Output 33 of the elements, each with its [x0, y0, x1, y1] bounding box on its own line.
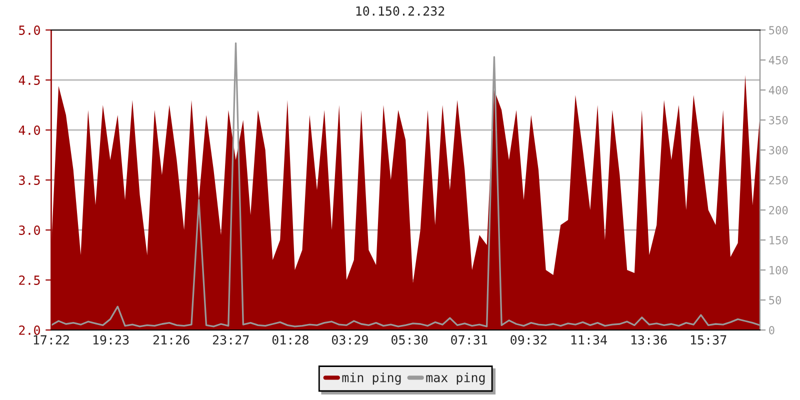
x-tick-label: 15:37 — [691, 335, 726, 345]
y2-tick-label: 500 — [769, 26, 788, 34]
x-tick-label: 05:30 — [392, 335, 428, 345]
y-tick-label: 2.5 — [19, 276, 40, 285]
chart-title: 10.150.2.232 — [356, 6, 444, 16]
y-tick-label: 4.0 — [18, 126, 40, 135]
x-tick-label: 09:32 — [510, 335, 546, 345]
y2-tick-label: 50 — [769, 296, 781, 304]
y2-tick-label: 250 — [769, 176, 788, 184]
y2-tick-label: 450 — [768, 56, 788, 64]
x-tick-label: 07:31 — [451, 335, 488, 345]
y2-tick-label: 150 — [770, 236, 788, 244]
y-tick-label: 4.5 — [18, 76, 40, 85]
y2-tick-label: 0 — [769, 326, 774, 334]
legend-label: min ping — [342, 372, 401, 385]
x-tick-label: 03:29 — [332, 335, 368, 345]
x-tick-label: 11:34 — [571, 335, 607, 345]
y-tick-label: 2.0 — [19, 326, 40, 335]
y2-tick-label: 400 — [768, 86, 788, 94]
y2-tick-label: 100 — [770, 266, 788, 274]
y2-tick-label: 350 — [769, 116, 788, 124]
y-tick-label: 3.5 — [19, 176, 40, 185]
y-tick-label: 3.0 — [19, 226, 40, 235]
x-tick-label: 17:22 — [34, 335, 69, 344]
legend-label: max ping — [426, 372, 485, 385]
x-tick-label: 13:36 — [631, 335, 667, 345]
y2-tick-label: 200 — [769, 206, 788, 214]
x-tick-label: 19:23 — [93, 335, 129, 345]
x-tick-label: 21:26 — [153, 335, 190, 345]
y2-tick-label: 300 — [769, 146, 788, 154]
x-tick-label: 01:28 — [272, 335, 308, 345]
x-tick-label: 23:27 — [212, 335, 249, 345]
y-tick-label: 5.0 — [19, 26, 40, 35]
